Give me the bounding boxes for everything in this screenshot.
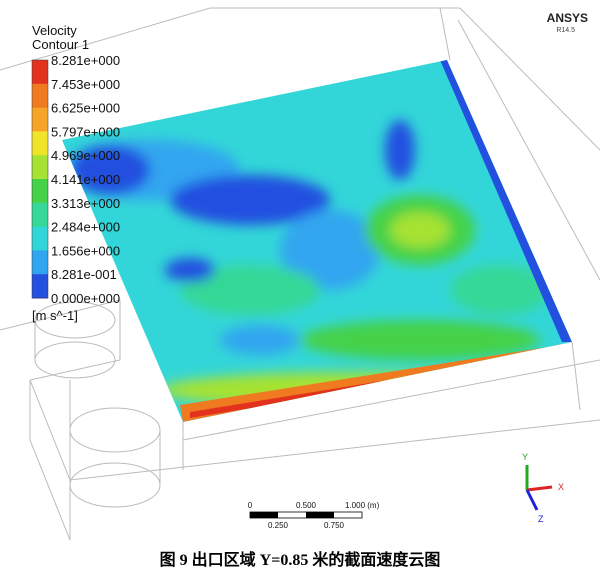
caption: 图 9 出口区域 Y=0.85 米的截面速度云图: [160, 550, 441, 569]
legend-label: 1.656e+000: [51, 243, 120, 258]
colorbar-band: [32, 155, 48, 180]
axis-label: Z: [538, 514, 544, 524]
legend-label: 8.281e-001: [51, 267, 117, 282]
scale-bar: 0 0.500 1.000 (m) 0.250 0.750: [248, 501, 380, 530]
legend-title: Velocity: [32, 23, 77, 38]
colorbar-band: [32, 179, 48, 204]
colorbar-band: [32, 274, 48, 299]
axis-triad: Y X Z: [522, 452, 564, 524]
axis-label: Y: [522, 452, 528, 462]
colorbar-band: [32, 226, 48, 251]
legend-label: 5.797e+000: [51, 124, 120, 139]
colorbar-band: [32, 107, 48, 132]
colorbar-band: [32, 202, 48, 228]
legend-label: 3.313e+000: [51, 196, 120, 211]
scale-label: 0: [248, 501, 253, 510]
colorbar-band: [32, 250, 48, 275]
brand-name: ANSYS: [547, 11, 588, 25]
wireframe: [0, 7, 600, 541]
legend-subtitle: Contour 1: [32, 37, 89, 52]
colorbar: 8.281e+000 7.453e+000 6.625e+000 5.797e+000…: [31, 53, 120, 306]
scale-label: 0.500: [296, 501, 317, 510]
scale-label: 0.250: [268, 521, 289, 530]
legend-label: 8.281e+000: [51, 53, 120, 68]
colorbar-frame: [31, 59, 49, 299]
legend-label: 2.484e+000: [51, 220, 120, 235]
legend-label: 0.000e+000: [51, 291, 120, 306]
legend-unit: [m s^-1]: [32, 308, 78, 323]
legend-label: 4.141e+000: [51, 172, 120, 187]
brand-version: R14.5: [556, 27, 575, 34]
legend-label: 4.969e+000: [51, 148, 120, 163]
scale-label: 0.750: [324, 521, 345, 530]
colorbar-band: [32, 60, 48, 85]
axis-label: X: [558, 482, 564, 492]
legend-label: 6.625e+000: [51, 101, 120, 116]
colorbar-band: [32, 131, 48, 156]
legend-label: 7.453e+000: [51, 77, 120, 92]
scale-label: 1.000 (m): [345, 501, 380, 510]
colorbar-band: [32, 83, 48, 109]
